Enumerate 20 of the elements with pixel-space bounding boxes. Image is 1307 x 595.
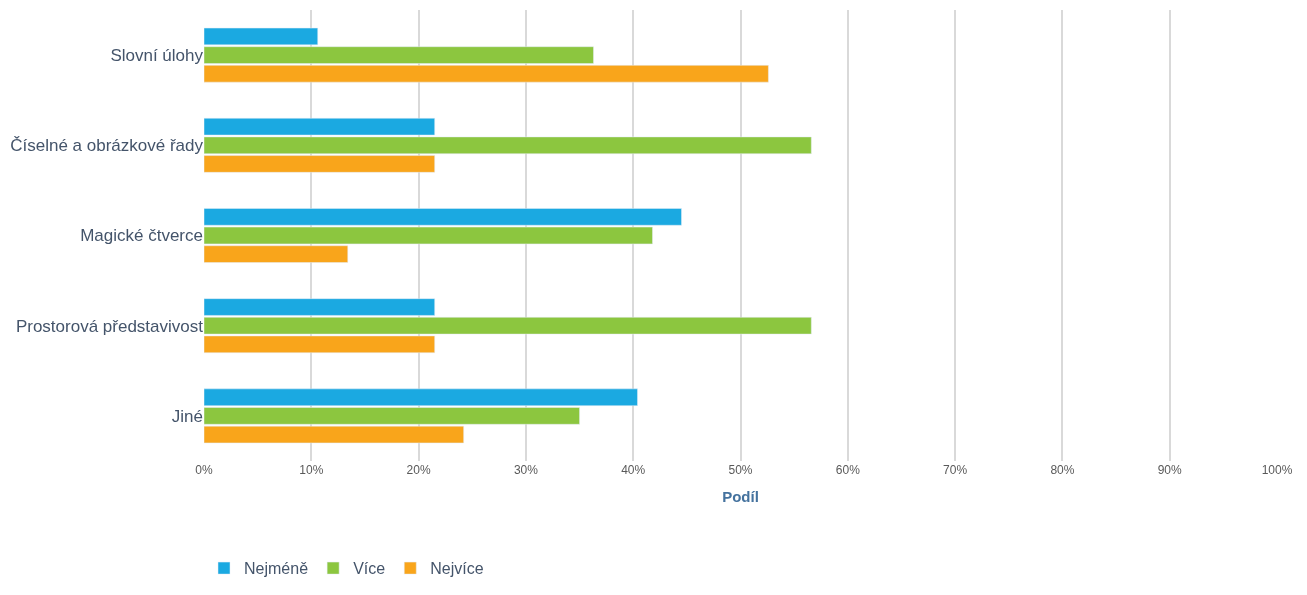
x-tick-label: 50%	[728, 463, 753, 477]
legend-label: Více	[353, 560, 386, 578]
x-tick-label: 90%	[1157, 463, 1183, 477]
y-tick-label: Prostorová představivost	[15, 316, 204, 336]
x-tick-label: 0%	[195, 463, 213, 477]
x-tick-label: 20%	[406, 463, 431, 477]
x-tick-label: 40%	[621, 463, 646, 477]
x-tick-label: 10%	[299, 463, 324, 477]
x-tick-label: 60%	[835, 463, 861, 477]
x-tick-label: 70%	[943, 463, 968, 477]
y-tick-label: Slovní úlohy	[110, 46, 204, 66]
x-tick-label: 100%	[1261, 463, 1293, 477]
x-tick-label: 30%	[513, 463, 539, 477]
y-tick-label: Číselné a obrázkové řady	[10, 136, 204, 156]
legend-label: Nejméně	[244, 560, 309, 578]
x-tick-label: 80%	[1050, 463, 1075, 477]
x-axis-title: Podíl	[722, 488, 759, 505]
y-tick-label: Magické čtverce	[80, 226, 203, 246]
y-tick-label: Jiné	[171, 406, 203, 426]
legend-label: Nejvíce	[430, 560, 484, 578]
